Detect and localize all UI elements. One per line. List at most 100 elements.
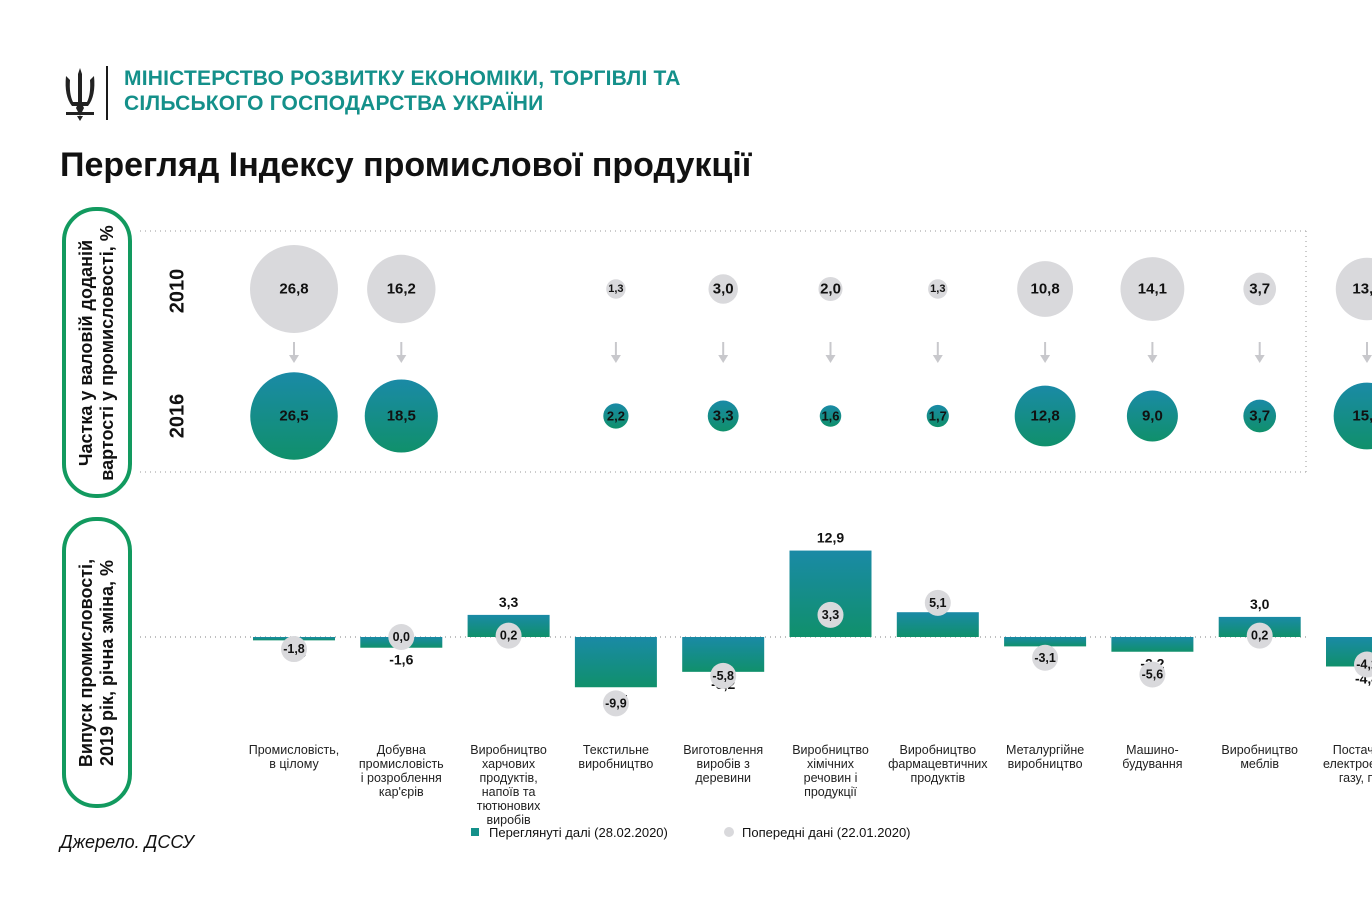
category-label-line: газу, пари: [1338, 771, 1372, 785]
category-label: Промисловість, в цілому: [242, 743, 346, 771]
bubble-2010-label: 1,3: [608, 283, 623, 295]
dot-preliminary-label: 0,2: [1251, 629, 1268, 643]
category-label-line: Добувна: [376, 743, 426, 757]
bar-revised-label: 12,9: [817, 530, 844, 546]
bubble-2010-label: 3,0: [713, 281, 734, 298]
dot-preliminary-label: -3,1: [1034, 651, 1056, 665]
arrow-head-icon: [1362, 355, 1372, 363]
dot-preliminary: [710, 662, 737, 689]
bubble-2016: [1126, 390, 1178, 442]
arrow-head-icon: [1147, 355, 1158, 363]
bubble-2010: [606, 279, 626, 299]
arrow-head-icon: [610, 355, 621, 363]
category-label-line: продукції: [804, 785, 857, 799]
bubble-2010-label: 2,0: [820, 281, 841, 298]
dot-preliminary-label: -5,8: [712, 669, 734, 683]
category-label-line: Машино-: [1126, 743, 1179, 757]
bubble-2010-label: 16,2: [387, 281, 416, 298]
dot-preliminary-label: -1,8: [283, 642, 305, 656]
bubble-2010-label: 1,3: [930, 283, 945, 295]
category-label-line: фармацевтичних: [888, 757, 988, 771]
category-label-line: продуктів: [910, 771, 966, 785]
legend-square-icon: [471, 828, 479, 836]
bubble-2010: [818, 276, 843, 302]
dot-preliminary: [602, 690, 629, 717]
arrow-head-icon: [1040, 355, 1051, 363]
bubble-2016: [707, 400, 739, 432]
category-label-line: промисловість: [358, 757, 444, 771]
bubble-2010: [1017, 261, 1074, 317]
category-label: Текстильне виробництво: [564, 743, 668, 771]
category-label-line: в цілому: [269, 757, 319, 771]
dot-preliminary: [495, 622, 522, 649]
category-label-line: меблів: [1240, 757, 1280, 771]
arrow-head-icon: [289, 355, 299, 363]
bubble-2010-label: 10,8: [1030, 281, 1059, 298]
bubble-2016: [1243, 399, 1277, 433]
category-label: Виробництво харчових продуктів, напоїв та тю…: [457, 743, 561, 827]
arrow-head-icon: [825, 355, 836, 363]
bubble-2016: [819, 405, 842, 427]
category-label-line: і розроблення: [360, 771, 442, 785]
category-label-line: харчових: [482, 757, 536, 771]
bubble-2010: [928, 279, 948, 299]
bar-revised-label: 3,3: [499, 594, 519, 610]
bubble-2016: [603, 403, 629, 429]
dot-preliminary-label: -9,9: [605, 696, 627, 710]
category-label-line: виробів: [486, 813, 531, 827]
category-label-line: Виробництво: [899, 743, 977, 757]
category-label: Виробництво фармацевтичних продуктів: [886, 743, 990, 785]
header-divider: [106, 66, 108, 120]
dot-preliminary-label: 0,2: [500, 629, 517, 643]
category-label-line: Виробництво: [470, 743, 547, 757]
bubble-2016-label: 3,3: [713, 408, 734, 425]
category-label-line: тютюнових: [476, 799, 541, 813]
dot-preliminary: [924, 589, 951, 616]
bubble-2010: [1243, 272, 1277, 306]
source-note: Джерело. ДССУ: [60, 832, 194, 852]
arrow-head-icon: [396, 355, 407, 363]
arrow-head-icon: [718, 355, 729, 363]
bar-revised: [1004, 637, 1087, 647]
bubble-2016-label: 12,8: [1030, 408, 1059, 425]
bubble-2010-label: 14,1: [1138, 281, 1167, 298]
category-label-line: продуктів,: [479, 771, 538, 785]
bubble-2010: [1335, 257, 1372, 321]
legend-revised-label: Переглянуті далі (28.02.2020): [489, 825, 668, 840]
bubble-chart: 26,8 26,5 16,2 18,5 1,3 2,2 3,0 3,3 2,0 1,6 1,3 1,7…: [249, 244, 1372, 460]
bubble-2016-label: 3,7: [1249, 408, 1270, 425]
ministry-name-line2: СІЛЬСЬКОГО ГОСПОДАРСТВА УКРАЇНИ: [124, 92, 544, 115]
bubble-2016-label: 15,4: [1352, 408, 1372, 425]
dot-preliminary-label: 5,1: [929, 596, 946, 610]
bubble-2016: [926, 404, 949, 428]
legend-item-preliminary: Попередні дані (22.01.2020): [724, 825, 911, 840]
bar-revised-label: -1,6: [389, 652, 413, 668]
page-title: Перегляд Індексу промислової продукції: [60, 146, 752, 184]
bubble-2016-label: 9,0: [1142, 408, 1163, 425]
category-label-line: Постачання: [1332, 743, 1372, 757]
category-label-line: будування: [1122, 757, 1183, 771]
bubble-2016-label: 1,7: [929, 409, 947, 424]
bubble-2016: [364, 379, 438, 453]
category-label: Машино-будування: [1100, 743, 1204, 771]
category-label-line: деревини: [695, 771, 752, 785]
category-label-line: Промисловість,: [248, 743, 340, 757]
dot-preliminary: [1354, 651, 1372, 678]
ministry-name: МІНІСТЕРСТВО РОЗВИТКУ ЕКОНОМІКИ, ТОРГІВЛ…: [124, 66, 681, 116]
bubble-2016: [250, 372, 338, 460]
bubble-chart-ylabel-pill: Частка у валовій доданій вартості у пром…: [62, 207, 132, 498]
bar-revised: [1111, 637, 1194, 652]
category-label: Металургійне виробництво: [993, 743, 1097, 771]
bar-chart-ylabel-pill: Випуск промисловості, 2019 рік, річна зм…: [62, 517, 132, 808]
trident-icon: [65, 68, 95, 121]
bubble-2010: [367, 254, 436, 324]
category-label-line: Виготовлення: [683, 743, 764, 757]
bubble-2016-label: 2,2: [607, 409, 625, 424]
category-label-line: напоїв та: [481, 785, 536, 799]
dot-preliminary: [1032, 644, 1059, 671]
dot-preliminary: [388, 624, 415, 650]
dot-preliminary-label: 3,3: [822, 608, 839, 622]
category-label-line: Виробництво: [792, 743, 869, 757]
arrow-head-icon: [1254, 355, 1265, 363]
